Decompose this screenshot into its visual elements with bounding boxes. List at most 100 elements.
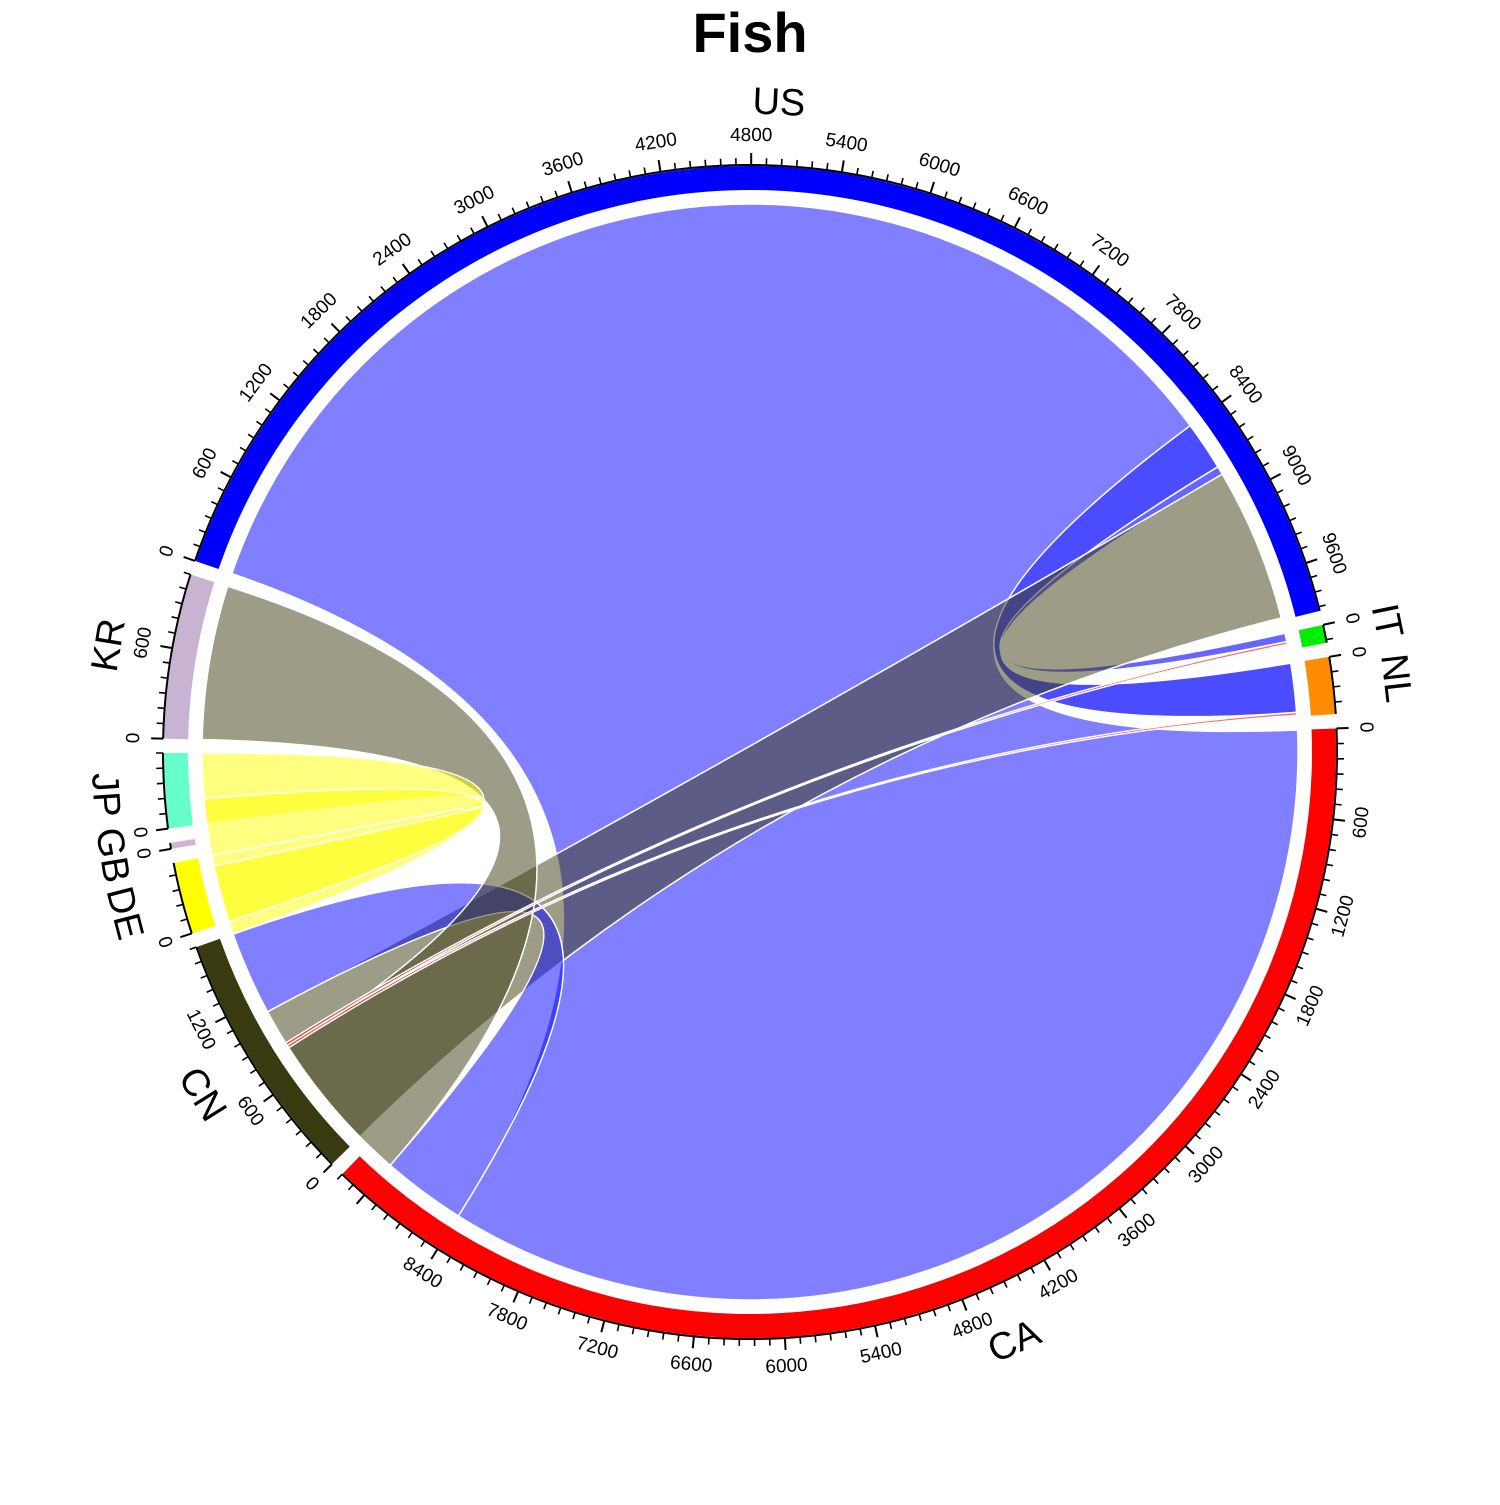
major-tick: [1222, 395, 1232, 402]
minor-tick: [259, 1082, 265, 1086]
minor-tick: [159, 814, 166, 815]
minor-tick: [471, 228, 474, 234]
minor-tick: [1311, 923, 1318, 925]
minor-tick: [1323, 879, 1330, 881]
minor-tick: [887, 174, 889, 181]
minor-tick: [1255, 449, 1261, 453]
minor-tick: [1335, 701, 1342, 702]
major-tick: [357, 1195, 365, 1204]
tick-label-us: 9600: [1317, 530, 1350, 577]
major-tick: [1015, 217, 1020, 228]
minor-tick: [199, 530, 205, 533]
minor-tick: [948, 1305, 950, 1312]
minor-tick: [1277, 490, 1283, 493]
tick-label-ca: 3600: [1114, 1209, 1160, 1252]
tick-label-ca: 6000: [765, 1355, 808, 1378]
minor-tick: [218, 488, 224, 491]
minor-tick: [447, 1257, 451, 1263]
tick-label-ca: 4200: [1035, 1265, 1082, 1304]
tick-label-kr: 600: [130, 625, 156, 660]
minor-tick: [599, 177, 601, 184]
major-tick: [1241, 1074, 1251, 1081]
minor-tick: [1028, 229, 1031, 235]
minor-tick: [444, 243, 448, 249]
minor-tick: [316, 1153, 321, 1158]
minor-tick: [633, 1327, 634, 1334]
minor-tick: [555, 191, 557, 198]
tick-label-ca: 8400: [399, 1253, 446, 1293]
tick-label-nl: 0: [1347, 645, 1369, 659]
sector-jp: [164, 753, 193, 829]
major-tick: [215, 1017, 226, 1022]
minor-tick: [1224, 1099, 1230, 1103]
minor-tick: [1249, 1061, 1255, 1065]
minor-tick: [1205, 1123, 1210, 1127]
major-tick: [962, 1299, 966, 1310]
major-tick: [1333, 819, 1345, 820]
sector-it: [1299, 625, 1326, 647]
major-tick: [1270, 474, 1281, 480]
minor-tick: [357, 306, 362, 311]
major-tick: [180, 933, 191, 937]
major-tick: [221, 472, 232, 478]
minor-tick: [1153, 1178, 1158, 1183]
minor-tick: [1301, 546, 1308, 548]
minor-tick: [800, 1337, 801, 1344]
minor-tick: [306, 1142, 311, 1147]
major-tick: [693, 1336, 694, 1348]
major-tick: [930, 182, 934, 193]
minor-tick: [1031, 1267, 1034, 1273]
minor-tick: [1315, 590, 1322, 592]
major-tick: [160, 646, 172, 648]
minor-tick: [384, 1214, 388, 1220]
minor-tick: [1131, 1199, 1136, 1204]
tick-label-us: 9000: [1277, 442, 1315, 489]
tick-label-us: 5400: [824, 129, 869, 156]
minor-tick: [1095, 1227, 1099, 1233]
sector-label-cn: CN: [170, 1060, 235, 1129]
minor-tick: [558, 1308, 560, 1315]
tick-label-ca: 6600: [669, 1352, 713, 1377]
minor-tick: [1193, 362, 1198, 367]
major-tick: [331, 324, 339, 333]
sector-label-nl: NL: [1372, 652, 1419, 705]
minor-tick: [1054, 244, 1058, 250]
tick-label-us: 1200: [235, 360, 277, 406]
minor-tick: [1164, 1168, 1169, 1173]
minor-tick: [1057, 1252, 1061, 1258]
minor-tick: [501, 1285, 504, 1291]
minor-tick: [678, 1335, 679, 1342]
minor-tick: [1195, 1135, 1200, 1140]
tick-label-de: 0: [153, 934, 176, 951]
minor-tick: [346, 317, 351, 322]
tick-label-ca: 7200: [574, 1333, 620, 1364]
major-tick: [1119, 1208, 1127, 1217]
minor-tick: [916, 182, 918, 189]
minor-tick: [303, 361, 308, 366]
minor-tick: [349, 1185, 354, 1190]
minor-tick: [190, 947, 197, 949]
major-tick: [403, 264, 410, 274]
minor-tick: [573, 1312, 575, 1319]
minor-tick: [232, 461, 238, 464]
tick-label-us: 6600: [1004, 183, 1051, 221]
links-layer: [202, 204, 1298, 1300]
major-tick: [1185, 1146, 1194, 1154]
minor-tick: [284, 384, 290, 388]
minor-tick: [163, 662, 170, 663]
minor-tick: [614, 174, 616, 181]
minor-tick: [173, 890, 180, 892]
tick-label-kr: 0: [123, 732, 144, 743]
minor-tick: [1333, 686, 1340, 687]
tick-label-us: 600: [188, 445, 221, 483]
minor-tick: [904, 1318, 906, 1325]
minor-tick: [213, 1003, 219, 1006]
minor-tick: [1278, 1008, 1284, 1011]
minor-tick: [293, 372, 298, 376]
major-tick: [431, 1249, 437, 1259]
chart-title: Fish: [692, 1, 807, 64]
minor-tick: [381, 287, 385, 292]
minor-tick: [207, 989, 213, 992]
minor-tick: [172, 617, 179, 619]
